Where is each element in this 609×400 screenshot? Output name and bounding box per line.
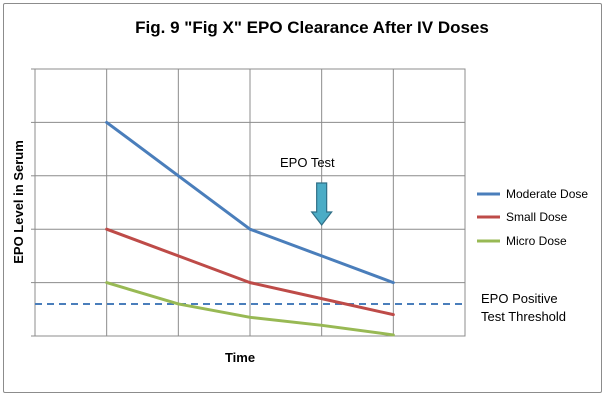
legend-label-micro-dose: Micro Dose bbox=[506, 234, 567, 248]
chart-title: Fig. 9 "Fig X" EPO Clearance After IV Do… bbox=[135, 18, 489, 37]
series-line-micro-dose bbox=[105, 281, 395, 337]
series-line-moderate-dose bbox=[105, 120, 395, 285]
threshold-label-line2: Test Threshold bbox=[481, 309, 566, 324]
legend: Moderate Dose Small Dose Micro Dose bbox=[477, 187, 588, 248]
down-arrow-icon bbox=[310, 182, 333, 226]
x-axis-label: Time bbox=[225, 350, 255, 365]
y-axis-label: EPO Level in Serum bbox=[11, 140, 26, 264]
series-group bbox=[105, 120, 395, 337]
series-line-small-dose bbox=[105, 227, 395, 317]
legend-label-moderate-dose: Moderate Dose bbox=[506, 187, 588, 201]
epo-test-label: EPO Test bbox=[280, 155, 335, 170]
legend-label-small-dose: Small Dose bbox=[506, 210, 568, 224]
annotation-group bbox=[310, 182, 333, 226]
threshold-label-line1: EPO Positive bbox=[481, 291, 558, 306]
